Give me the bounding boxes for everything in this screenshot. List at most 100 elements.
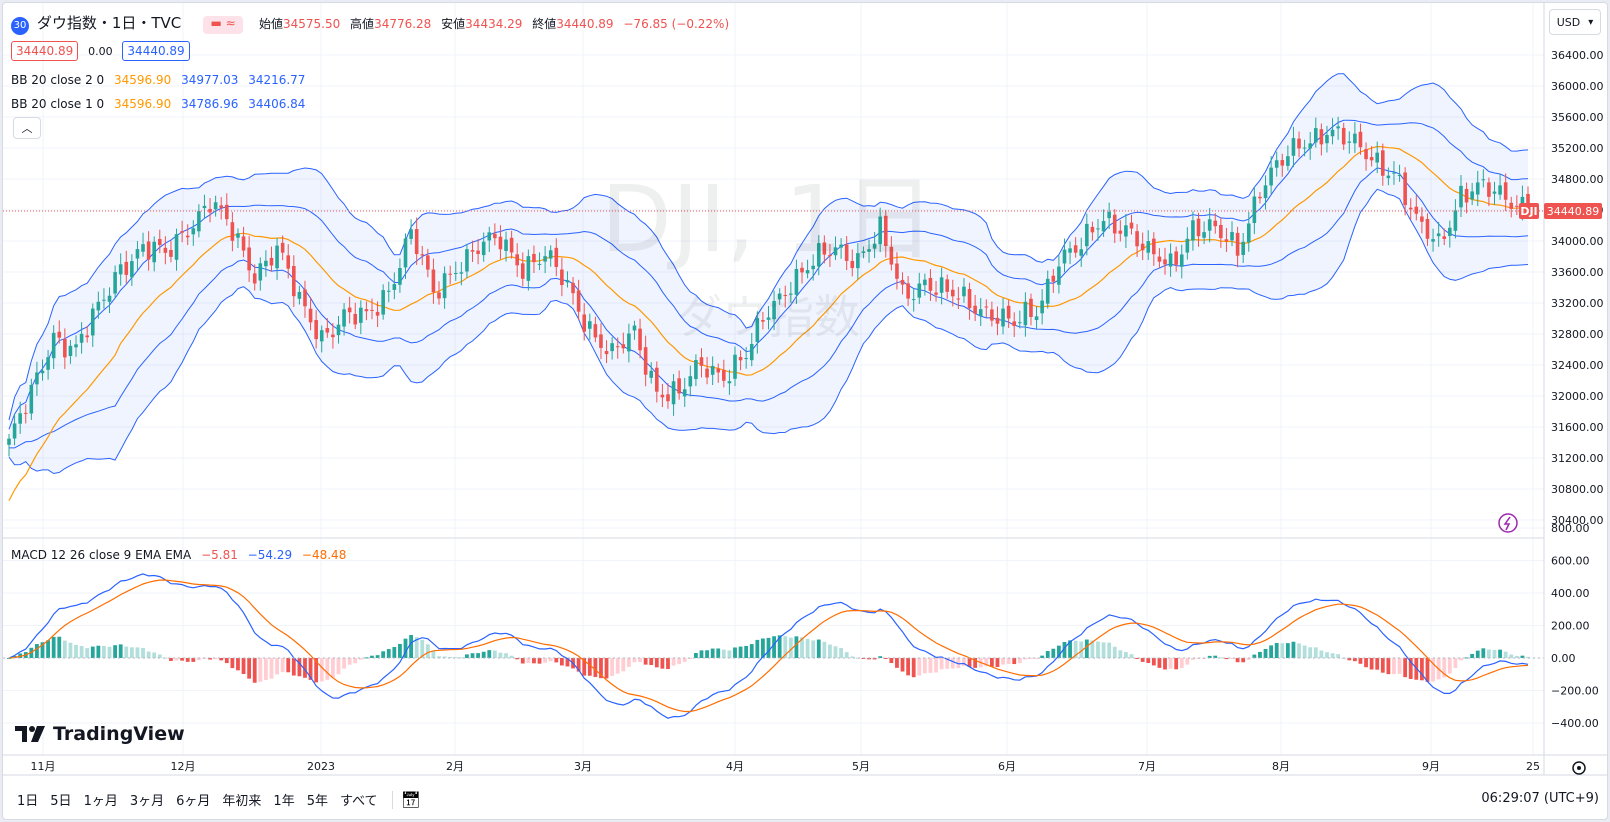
macd-bar (481, 651, 486, 658)
chart-canvas[interactable]: 36400.00 36000.00 35600.00 35200.00 34800.00… (3, 3, 1607, 819)
timeframe-button[interactable]: 3ヶ月 (124, 788, 170, 811)
macd-tick: 200.00 (1551, 620, 1590, 633)
macd-bar (800, 637, 804, 658)
macd-bar (822, 641, 827, 658)
candle-body (950, 289, 955, 297)
macd-bar (375, 655, 380, 658)
macd-bar (1174, 658, 1179, 670)
timeframe-button[interactable]: すべて (334, 788, 384, 811)
timeframe-button[interactable]: 1ヶ月 (78, 788, 124, 811)
candle-body (520, 263, 525, 279)
clock[interactable]: 06:29:07 (UTC+9) (1481, 791, 1599, 806)
tradingview-logo-icon (15, 726, 45, 742)
timeframe-button[interactable]: 5日 (44, 788, 77, 811)
candle-body (280, 242, 285, 253)
candle-body (1420, 216, 1424, 222)
macd-bar (1269, 645, 1274, 658)
currency-select[interactable]: USD ▾ (1549, 9, 1601, 35)
macd-bar (1112, 646, 1117, 658)
candle-body (805, 270, 810, 274)
macd-bar (956, 658, 961, 669)
timeframe-button[interactable]: 1年 (267, 788, 300, 811)
macd-bar (453, 657, 458, 659)
collapse-legend-button[interactable]: ︿ (13, 117, 41, 139)
candle-body (967, 289, 972, 309)
macd-bar (934, 658, 938, 673)
macd-bar (364, 657, 369, 659)
macd-bar (1470, 653, 1475, 658)
candle-body (275, 245, 279, 269)
macd-bar (973, 658, 978, 668)
candle-body (130, 261, 134, 278)
ohlc-change: −76.85 (−0.22%) (623, 17, 730, 31)
macd-bar (900, 658, 905, 672)
macd-bar (135, 647, 140, 658)
macd-bar (291, 658, 296, 676)
macd-bar (682, 658, 687, 662)
macd-bar (688, 658, 693, 659)
macd-bar (297, 658, 302, 677)
time-tick: 25 (1526, 760, 1540, 773)
macd-bar (386, 649, 391, 658)
bb1-legend[interactable]: BB 20 close 1 0 34596.90 34786.96 34406.… (11, 97, 311, 111)
timeframe-button[interactable]: 5年 (301, 788, 334, 811)
candle-body (51, 332, 56, 359)
macd-bar (962, 658, 966, 666)
candle-body (1006, 305, 1011, 319)
alert-icon[interactable] (1498, 513, 1518, 533)
candle-body (872, 243, 877, 249)
candle-body (1308, 143, 1313, 149)
macd-bar (710, 648, 715, 658)
candle-body (1269, 167, 1273, 186)
macd-bar (1040, 655, 1045, 658)
candle-body (398, 267, 402, 285)
calendar-goto-icon[interactable]: 📅︎ (400, 790, 421, 809)
bb2-lower: 34216.77 (248, 73, 306, 87)
time-axis[interactable]: 11月 12月 2023 2月 3月 4月 5月 6月 7月 8月 9月 25 (31, 760, 1541, 773)
settings-gear-icon[interactable] (1572, 761, 1586, 775)
candle-body (1286, 156, 1290, 166)
last-price-value: 34440.89 (1547, 205, 1600, 218)
buy-button[interactable]: 34440.89 (122, 41, 190, 61)
compare-toggle-icon[interactable]: ▬ ≈ (203, 15, 244, 34)
macd-bar (828, 644, 832, 658)
tradingview-logo[interactable]: TradingView (15, 723, 185, 745)
candle-body (1291, 138, 1296, 156)
price-axis[interactable]: 36400.00 36000.00 35600.00 35200.00 34800.00… (1551, 49, 1604, 527)
candle-body (146, 241, 151, 260)
macd-bar (431, 650, 436, 658)
timeframe-button[interactable]: 1日 (11, 788, 44, 811)
macd-axis[interactable]: 800.00 600.00 400.00 200.00 0.00 −200.00 −400.… (1551, 522, 1599, 730)
bb2-label: BB 20 close 2 0 (11, 73, 105, 87)
candle-body (828, 255, 832, 257)
macd-bar (180, 658, 185, 661)
macd-bar (1029, 658, 1033, 659)
symbol-title[interactable]: ダウ指数・1日・TVC (36, 14, 182, 32)
macd-bar (358, 658, 363, 660)
bb2-legend[interactable]: BB 20 close 2 0 34596.90 34977.03 34216.… (11, 73, 311, 87)
candle-body (749, 344, 754, 361)
timeframe-button[interactable]: 年初来 (216, 788, 267, 811)
macd-bar (219, 658, 224, 661)
candle-body (236, 233, 240, 238)
macd-bar (660, 658, 665, 669)
candle-body (755, 318, 760, 343)
macd-bar (230, 658, 235, 669)
macd-bar (1392, 658, 1396, 675)
sell-button[interactable]: 34440.89 (11, 41, 79, 61)
bb1-upper-line (8, 119, 1529, 430)
candle-body (660, 394, 665, 398)
candle-body (1364, 149, 1368, 160)
macd-bar (928, 658, 933, 673)
currency-label: USD (1556, 15, 1581, 29)
bb1-upper: 34786.96 (181, 97, 239, 111)
time-tick: 12月 (171, 760, 196, 773)
macd-bar (638, 658, 642, 663)
symbol-badge[interactable]: 30 (11, 17, 29, 35)
timeframe-button[interactable]: 6ヶ月 (170, 788, 216, 811)
macd-bar (1023, 658, 1028, 660)
macd-bar (1419, 658, 1424, 681)
candle-body (1475, 182, 1480, 195)
macd-legend[interactable]: MACD 12 26 close 9 EMA EMA −5.81 −54.29 … (11, 548, 352, 562)
